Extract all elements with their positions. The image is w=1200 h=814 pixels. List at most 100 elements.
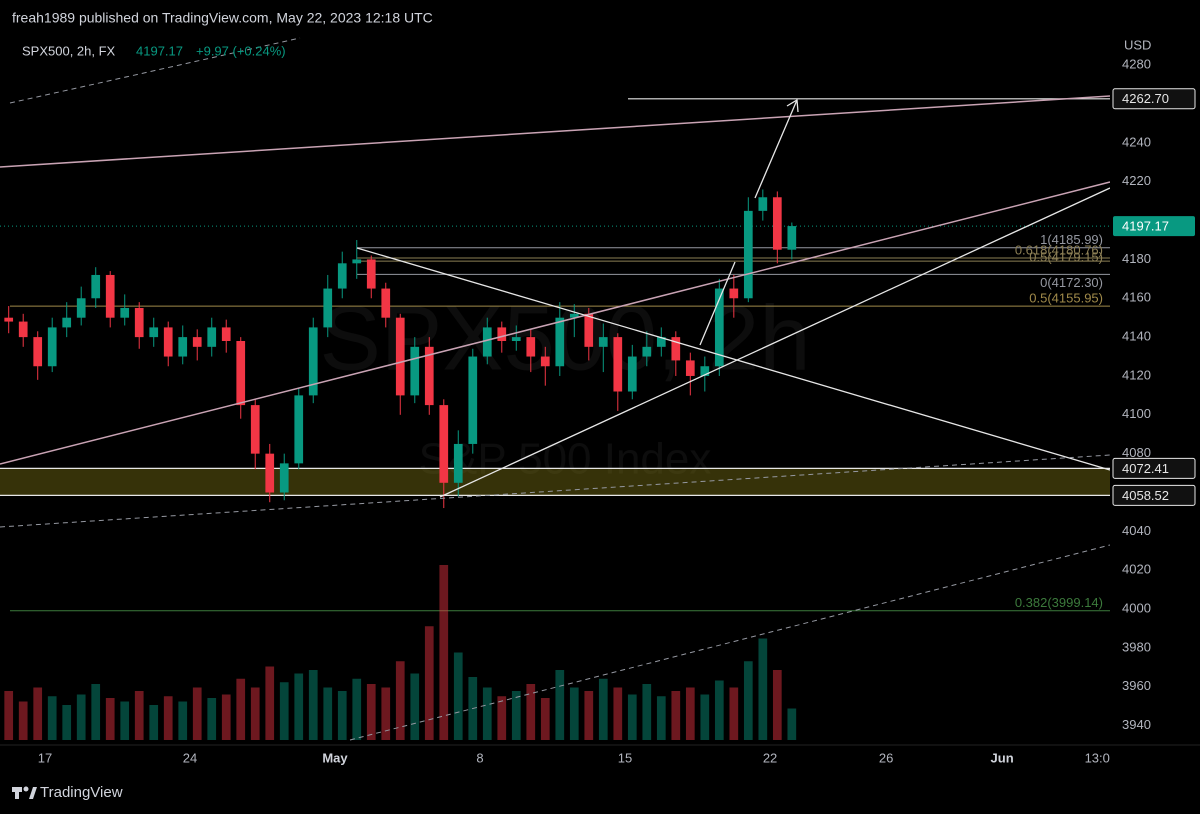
y-tick-label: 3960 bbox=[1122, 678, 1151, 693]
candle-body bbox=[613, 337, 623, 392]
fib-label: 0.618(4180.76) bbox=[1015, 242, 1103, 257]
y-tick-label: 4220 bbox=[1122, 173, 1151, 188]
support-zone bbox=[0, 468, 1110, 496]
volume-bar bbox=[105, 698, 115, 740]
drawings bbox=[0, 37, 1111, 741]
volume-bar bbox=[743, 661, 753, 740]
candle-body bbox=[18, 321, 28, 338]
fib-label: 0.5(4155.95) bbox=[1029, 291, 1103, 306]
trend-line bbox=[356, 247, 1111, 471]
trend-line bbox=[0, 181, 1111, 465]
volume-bar bbox=[526, 684, 536, 740]
volume-bar bbox=[729, 687, 739, 740]
volume-bar bbox=[584, 691, 594, 740]
price-badge-label: 4262.70 bbox=[1122, 91, 1169, 106]
volume-bar bbox=[47, 696, 57, 740]
volume-bar bbox=[497, 696, 507, 740]
y-tick-label: 4000 bbox=[1122, 600, 1151, 615]
arrow-line bbox=[699, 261, 736, 346]
x-tick-label: 8 bbox=[476, 750, 483, 765]
volume-bar bbox=[511, 691, 521, 740]
candle-body bbox=[337, 263, 347, 289]
legend-last: 4197.17 bbox=[136, 43, 183, 58]
fib-label: 1(4185.99) bbox=[1040, 232, 1103, 247]
legend-change: +9.97 (+0.24%) bbox=[196, 43, 286, 58]
header: freah1989 published on TradingView.com, … bbox=[12, 10, 433, 26]
candle-body bbox=[47, 327, 57, 367]
candle-body bbox=[700, 366, 710, 376]
volume-bar bbox=[279, 682, 289, 740]
volume-bar bbox=[265, 666, 275, 740]
arrow-line bbox=[754, 99, 798, 199]
volume-bar bbox=[424, 626, 434, 740]
volume-bar bbox=[337, 691, 347, 740]
volume-bar bbox=[120, 701, 130, 740]
candle-body bbox=[366, 259, 376, 289]
x-tick-label: Jun bbox=[991, 750, 1014, 765]
back-layer bbox=[0, 98, 1110, 740]
candle-body bbox=[33, 337, 43, 367]
watermark: SPX500, 2h bbox=[319, 287, 810, 389]
volume-bar bbox=[627, 694, 637, 740]
x-tick-label: May bbox=[322, 750, 348, 765]
volume-bar bbox=[613, 687, 623, 740]
candle-body bbox=[105, 274, 115, 318]
trend-line bbox=[0, 95, 1111, 168]
volume-bar bbox=[33, 687, 43, 740]
candle-body bbox=[482, 327, 492, 357]
volume-bar bbox=[439, 565, 449, 740]
volume-bar bbox=[163, 696, 173, 740]
candle-body bbox=[207, 327, 217, 347]
candle-body bbox=[308, 327, 318, 396]
candle-body bbox=[627, 356, 637, 392]
arrow-head bbox=[786, 98, 799, 113]
x-tick-label: 26 bbox=[879, 750, 893, 765]
volume-bar bbox=[192, 687, 202, 740]
volume-bar bbox=[482, 687, 492, 740]
last-price-badge bbox=[1113, 216, 1195, 237]
candle-body bbox=[772, 197, 782, 250]
candle-body bbox=[511, 337, 521, 341]
volume-bar bbox=[642, 684, 652, 740]
candle-body bbox=[192, 337, 202, 347]
candle-body bbox=[497, 327, 507, 341]
candle-body bbox=[453, 443, 463, 483]
candle-body bbox=[134, 307, 144, 338]
volume-bar bbox=[308, 670, 318, 740]
volume-bar bbox=[758, 638, 768, 740]
candle-body bbox=[584, 313, 594, 347]
volume-bar bbox=[294, 673, 304, 740]
candle-body bbox=[656, 337, 666, 347]
candle-body bbox=[569, 313, 579, 318]
volume-bar bbox=[714, 680, 724, 740]
price-badge bbox=[1112, 88, 1196, 110]
candle-body bbox=[279, 463, 289, 493]
candle-body bbox=[250, 405, 260, 454]
volume-bar bbox=[76, 694, 86, 740]
axis-layer: 4262.70 4072.41 4058.52 1(4185.99)0.618(418… bbox=[38, 57, 1196, 765]
y-tick-label: 4180 bbox=[1122, 251, 1151, 266]
candle-body bbox=[149, 327, 159, 338]
candle-body bbox=[76, 298, 86, 318]
price-axis bbox=[1110, 35, 1200, 775]
volume-bar bbox=[91, 684, 101, 740]
price-badge bbox=[1112, 457, 1196, 479]
currency: USD bbox=[1124, 37, 1151, 52]
x-tick-label: 13:0 bbox=[1085, 750, 1110, 765]
marks-layer bbox=[4, 189, 797, 509]
x-tick-label: 22 bbox=[763, 750, 777, 765]
candle-body bbox=[323, 288, 333, 328]
volume-bar bbox=[207, 698, 217, 740]
volume-bar bbox=[540, 698, 550, 740]
logo-mark bbox=[15, 787, 19, 799]
candle-body bbox=[236, 341, 246, 406]
fib-label: 0(4172.30) bbox=[1040, 275, 1103, 290]
candle-body bbox=[395, 317, 405, 396]
candle-body bbox=[4, 317, 14, 322]
volume-bar bbox=[4, 691, 14, 740]
volume-bar bbox=[134, 691, 144, 740]
candle-body bbox=[265, 453, 275, 493]
candle-body bbox=[120, 307, 130, 318]
